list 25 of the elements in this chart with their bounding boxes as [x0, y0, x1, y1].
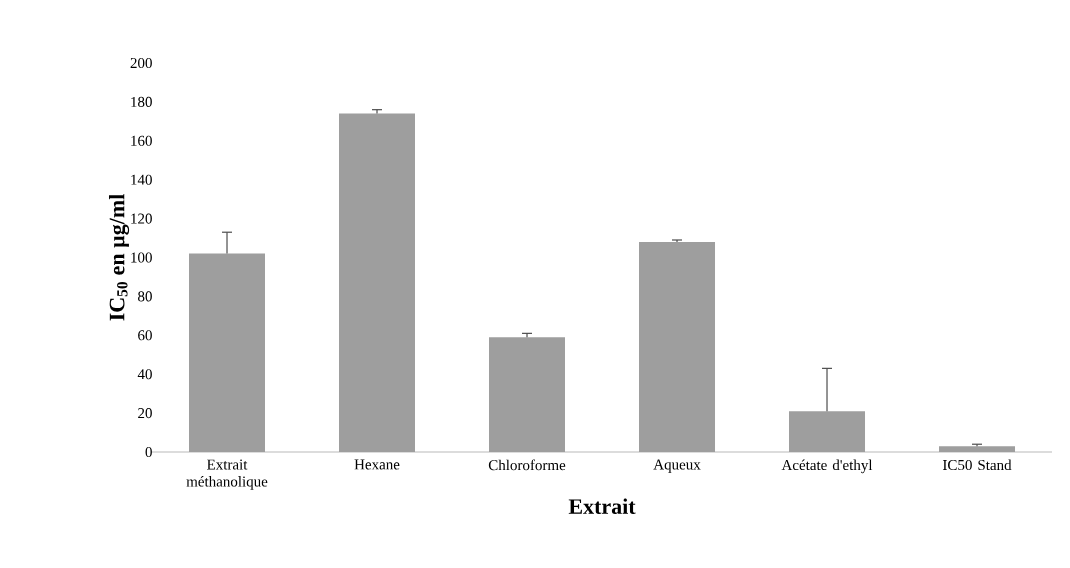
bar: [189, 253, 265, 452]
x-tick-label: Aqueux: [653, 459, 701, 473]
y-tick-label: 40: [137, 369, 152, 380]
y-tick-label: 60: [138, 330, 152, 341]
x-axis-title: Extrait: [568, 498, 636, 515]
y-tick-label: 0: [145, 446, 152, 458]
y-tick-label: 80: [138, 291, 152, 302]
bar: [789, 411, 866, 452]
y-axis-title: IC$_{50}$ en µg/ml: [108, 194, 130, 321]
x-tick-label: Chloroforme: [488, 459, 566, 471]
bar: [639, 241, 716, 452]
x-tick-label: Extrait méthanolique: [186, 459, 268, 490]
y-tick-label: 200: [130, 57, 152, 69]
y-tick-label: 140: [131, 174, 152, 185]
x-tick-label: IC50 Stand: [942, 459, 1012, 471]
bar: [489, 337, 566, 452]
x-tick-label: Acétate d'ethyl: [781, 459, 873, 474]
y-tick-label: 160: [131, 135, 152, 146]
bar: [939, 446, 1016, 452]
y-tick-label: 120: [131, 213, 152, 224]
x-tick-label: Hexane: [354, 459, 400, 470]
y-tick-label: 20: [138, 408, 152, 419]
y-tick-label: 100: [131, 252, 152, 263]
bar: [339, 113, 416, 452]
y-tick-label: 180: [131, 96, 152, 107]
